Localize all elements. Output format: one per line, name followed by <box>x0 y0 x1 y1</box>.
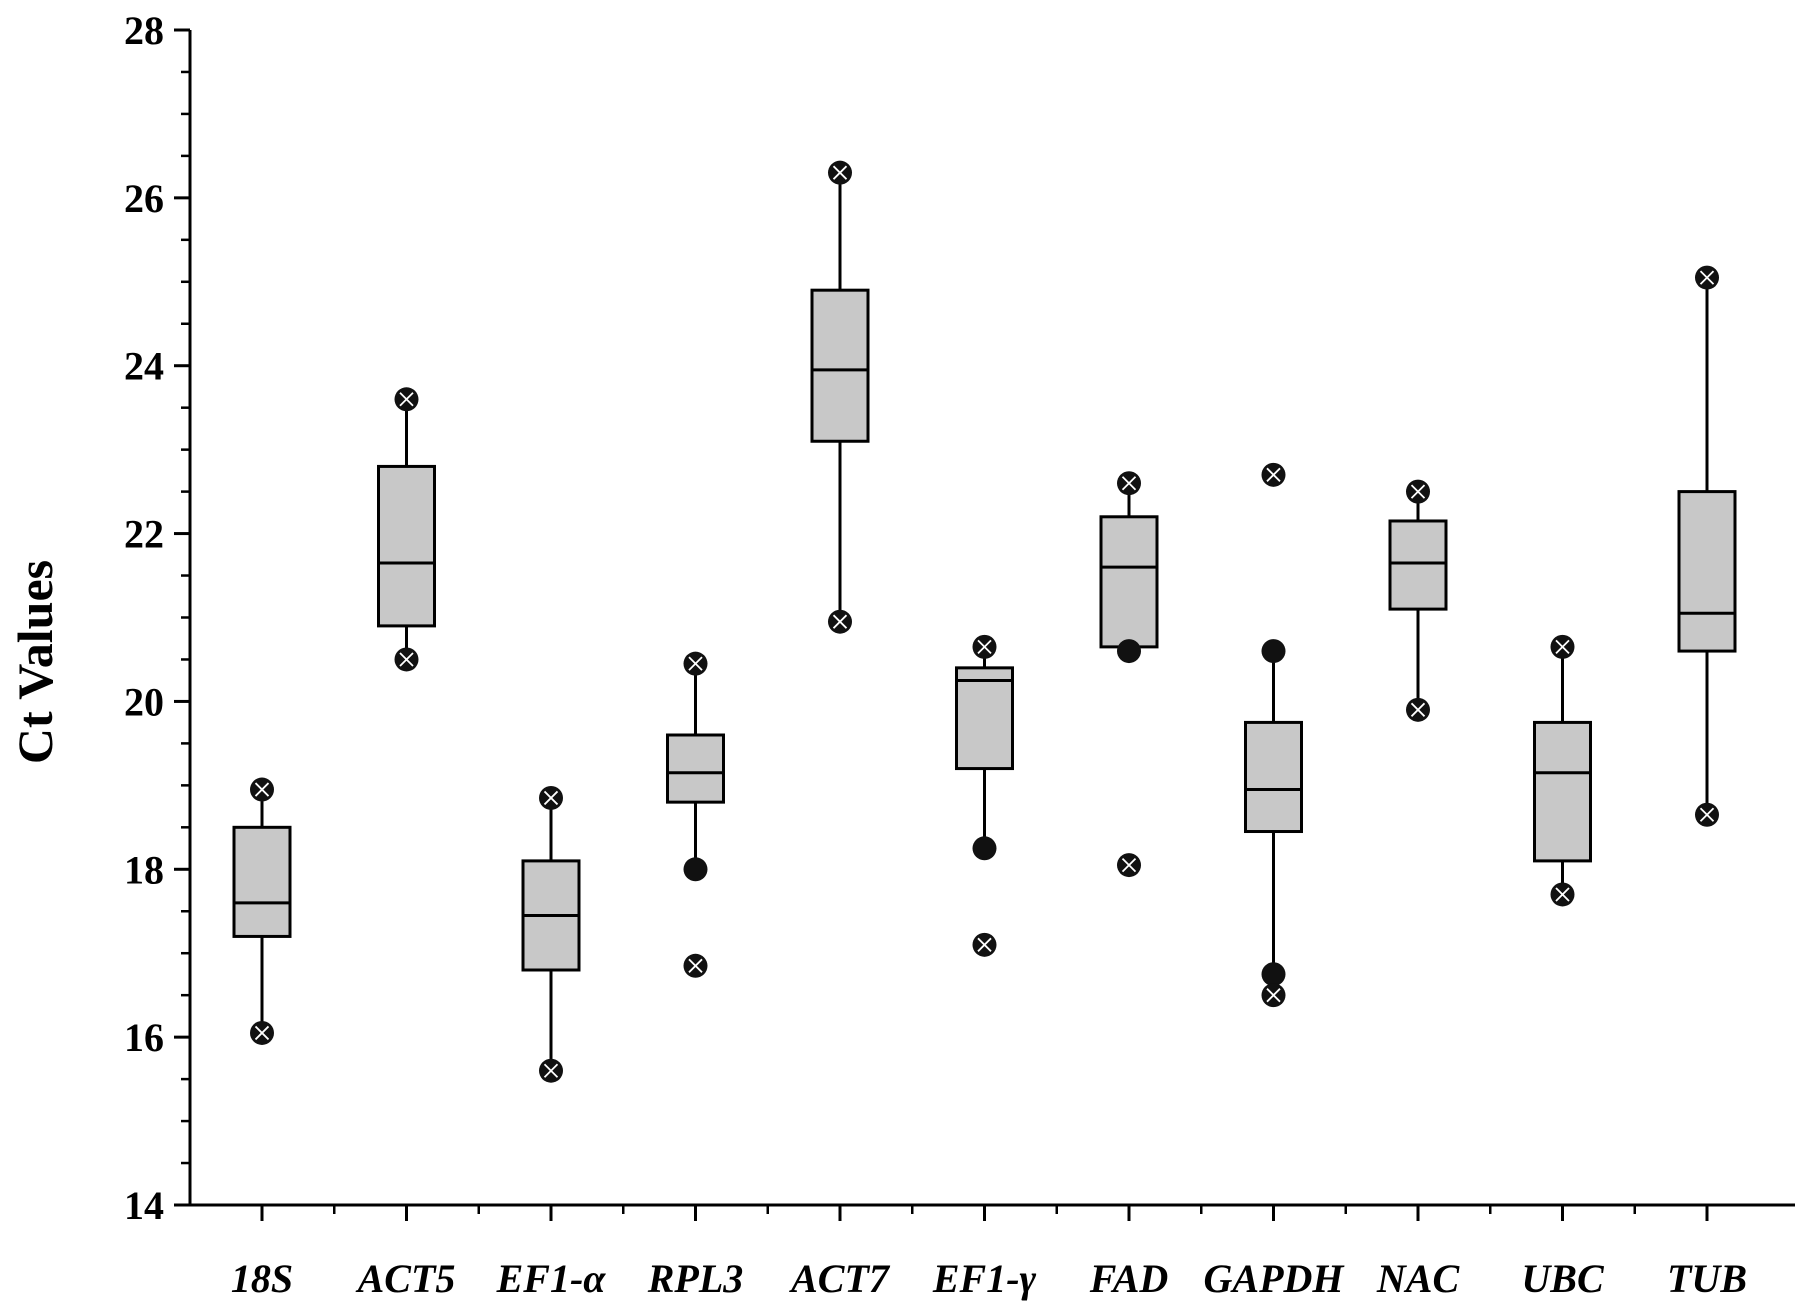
marker-cross <box>543 790 559 806</box>
marker-cross <box>543 1063 559 1078</box>
x-category-label: UBC <box>1521 1256 1605 1301</box>
box-iqr <box>1677 490 1737 653</box>
x-category-label: NAC <box>1376 1256 1461 1301</box>
x-category-label: EF1-γ <box>932 1256 1037 1301</box>
marker-cross <box>1555 887 1570 902</box>
marker-cross <box>254 782 270 797</box>
x-category-label: RPL3 <box>647 1256 744 1301</box>
x-category-label: ACT7 <box>788 1256 891 1301</box>
boxes-layer <box>232 160 1737 1083</box>
x-axis: 18S ACT5 EF1-α RPL3 ACT7 EF1-γ FAD GAPDH NAC UBC T… <box>190 1203 1795 1301</box>
box-iqr <box>955 666 1014 771</box>
marker-cross <box>1121 476 1137 491</box>
box-FAD <box>1099 471 1159 878</box>
x-category-label: EF1-α <box>496 1256 607 1301</box>
box-NAC <box>1388 479 1448 722</box>
box-UBC <box>1533 634 1592 907</box>
marker-cross <box>1699 807 1715 822</box>
outlier-dot <box>1117 639 1141 664</box>
box-18S <box>232 777 292 1045</box>
box-GAPDH <box>1244 462 1303 1008</box>
y-tick-label: 18 <box>124 847 164 892</box>
marker-cross <box>399 392 414 407</box>
box-RPL3 <box>666 651 725 978</box>
x-category-label: GAPDH <box>1204 1256 1346 1301</box>
marker-cross <box>832 165 848 180</box>
x-category-label: ACT5 <box>355 1256 456 1301</box>
marker-cross <box>1555 639 1570 655</box>
marker-cross <box>688 656 703 671</box>
marker-cross <box>1266 988 1281 1003</box>
y-tick-label: 20 <box>124 679 164 724</box>
box-iqr <box>232 825 292 938</box>
y-tick-label: 24 <box>124 344 164 389</box>
box-TUB <box>1677 265 1737 827</box>
outlier-dot <box>972 836 997 861</box>
outlier-dot <box>1261 962 1286 987</box>
y-tick-label: 28 <box>124 8 164 53</box>
box-ACT7 <box>810 160 870 634</box>
marker-cross <box>832 614 848 629</box>
box-iqr <box>1533 720 1592 863</box>
x-category-label: FAD <box>1089 1256 1169 1301</box>
y-axis: 14 16 18 20 22 24 26 28 <box>124 8 192 1228</box>
box-EF1-α <box>521 785 581 1083</box>
x-category-label: TUB <box>1667 1256 1747 1301</box>
marker-cross <box>1121 857 1137 873</box>
marker-cross <box>1410 484 1426 499</box>
y-tick-label: 22 <box>124 512 164 557</box>
box-iqr <box>666 733 725 804</box>
box-iqr <box>377 464 436 628</box>
outlier-dot <box>1261 639 1286 664</box>
marker-cross <box>1266 467 1281 482</box>
box-iqr <box>1099 515 1159 649</box>
box-iqr <box>1244 720 1303 834</box>
marker-cross <box>254 1025 270 1041</box>
box-iqr <box>810 288 870 443</box>
box-ACT5 <box>377 387 436 672</box>
marker-cross <box>1699 270 1715 285</box>
marker-cross <box>1410 702 1426 717</box>
y-tick-label: 14 <box>124 1183 164 1228</box>
y-tick-label: 26 <box>124 176 164 221</box>
marker-cross <box>977 937 992 952</box>
outlier-dot <box>683 857 708 882</box>
y-tick-label: 16 <box>124 1015 164 1060</box>
x-category-label: 18S <box>231 1256 293 1301</box>
y-axis-title: Ct Values <box>7 560 63 764</box>
box-EF1-γ <box>955 634 1014 957</box>
marker-cross <box>399 652 414 667</box>
marker-cross <box>977 639 992 655</box>
marker-cross <box>688 958 703 973</box>
box-iqr <box>1388 519 1448 611</box>
